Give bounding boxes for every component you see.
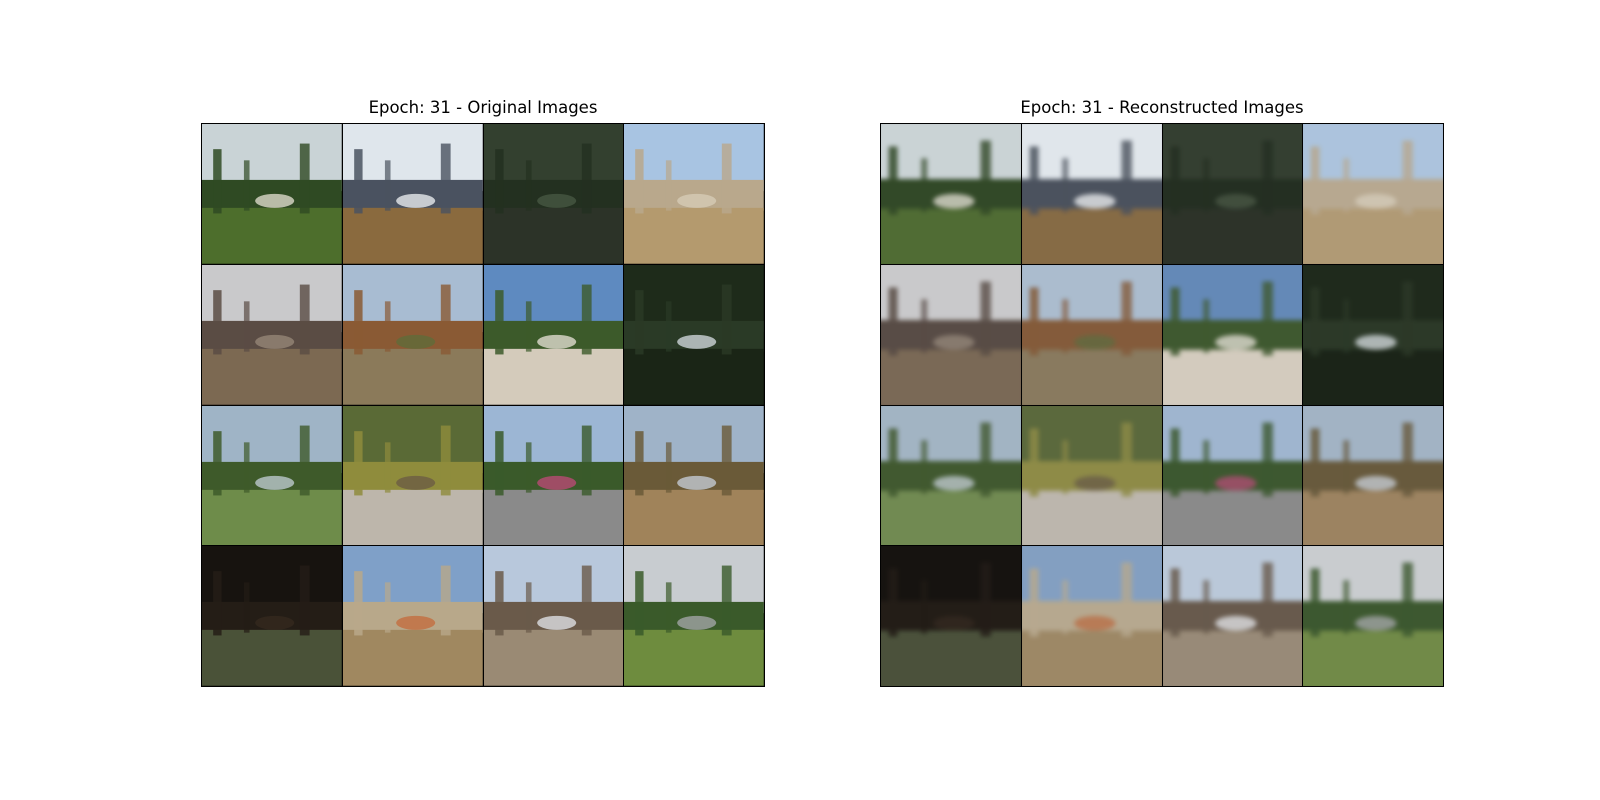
original-image-7 (483, 264, 624, 405)
original-image-12 (624, 405, 764, 546)
reconstructed-grid (880, 123, 1444, 687)
reconstructed-panel: Epoch: 31 - Reconstructed Images (880, 95, 1444, 687)
original-image-10 (342, 405, 483, 546)
reconstructed-title: Epoch: 31 - Reconstructed Images (1020, 98, 1304, 117)
original-image-16 (624, 546, 764, 686)
reconstructed-image-12 (1303, 405, 1443, 546)
reconstructed-image-3 (1162, 124, 1303, 264)
reconstructed-image-8 (1303, 264, 1443, 405)
original-image-9 (202, 405, 342, 546)
original-image-6 (342, 264, 483, 405)
reconstructed-image-10 (1021, 405, 1162, 546)
original-image-14 (342, 546, 483, 686)
original-panel: Epoch: 31 - Original Images (201, 95, 765, 687)
original-title: Epoch: 31 - Original Images (368, 98, 598, 117)
reconstructed-image-7 (1162, 264, 1303, 405)
original-image-2 (342, 124, 483, 264)
reconstructed-image-14 (1021, 546, 1162, 686)
reconstructed-image-15 (1162, 546, 1303, 686)
original-image-15 (483, 546, 624, 686)
reconstructed-image-1 (881, 124, 1021, 264)
original-image-3 (483, 124, 624, 264)
reconstructed-image-16 (1303, 546, 1443, 686)
reconstructed-image-2 (1021, 124, 1162, 264)
reconstructed-image-9 (881, 405, 1021, 546)
original-image-13 (202, 546, 342, 686)
reconstructed-image-6 (1021, 264, 1162, 405)
original-grid (201, 123, 765, 687)
original-image-1 (202, 124, 342, 264)
reconstructed-image-11 (1162, 405, 1303, 546)
original-image-8 (624, 264, 764, 405)
reconstructed-image-5 (881, 264, 1021, 405)
reconstructed-image-13 (881, 546, 1021, 686)
original-image-11 (483, 405, 624, 546)
reconstructed-image-4 (1303, 124, 1443, 264)
original-image-4 (624, 124, 764, 264)
original-image-5 (202, 264, 342, 405)
